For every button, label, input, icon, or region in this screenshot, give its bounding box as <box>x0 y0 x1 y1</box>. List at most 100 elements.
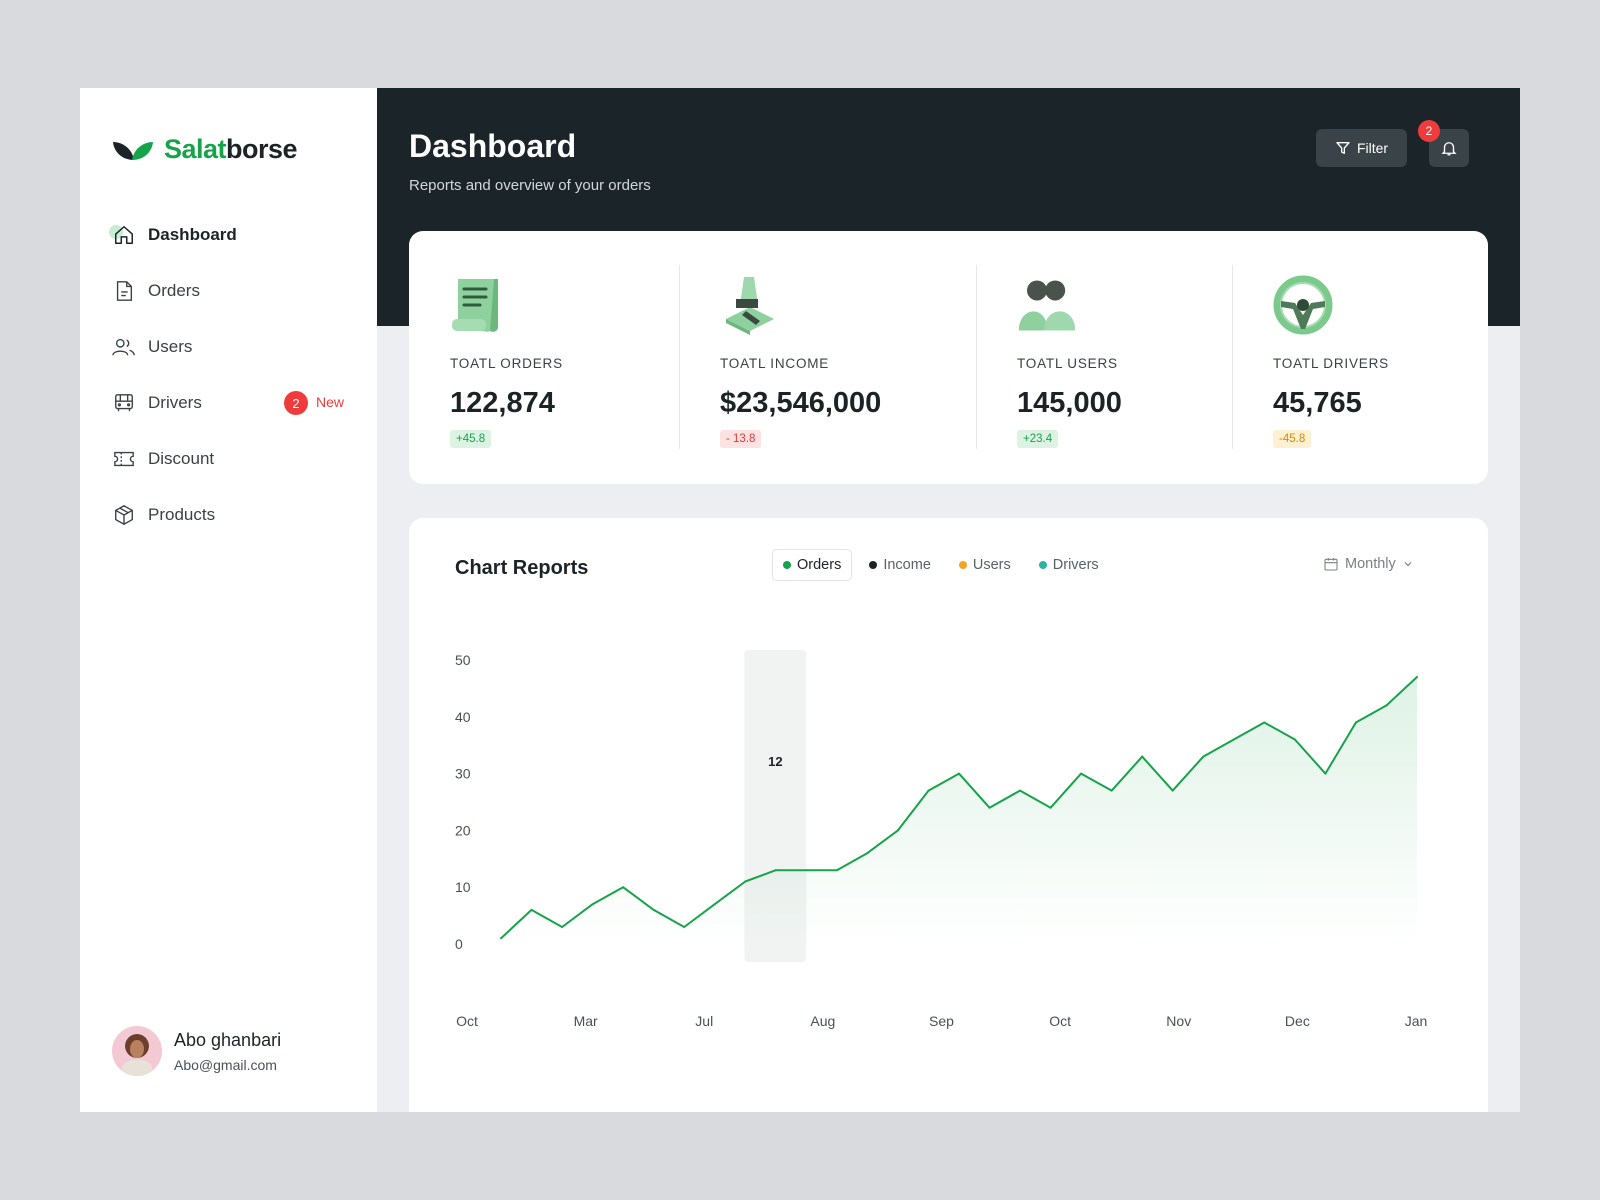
stat-delta-badge: - 13.8 <box>720 430 762 448</box>
stat-label: TOATL USERS <box>1017 356 1118 371</box>
home-icon <box>109 223 136 247</box>
y-tick-label: 50 <box>455 652 471 668</box>
x-tick-label: Mar <box>574 1013 598 1029</box>
period-dropdown[interactable]: Monthly <box>1323 556 1414 572</box>
data-point <box>1263 721 1266 724</box>
sidebar-item-users[interactable]: Users <box>112 332 352 362</box>
stat-label: TOATL INCOME <box>720 356 830 371</box>
calendar-icon <box>1324 558 1338 571</box>
stat-value: 45,765 <box>1273 387 1362 419</box>
stats-card: TOATL ORDERS 122,874 +45.8 TOATL INCOME … <box>409 231 1488 484</box>
data-point <box>713 903 716 906</box>
data-point <box>1080 772 1083 775</box>
notification-count-badge: 2 <box>1418 120 1440 142</box>
new-tag: New <box>316 394 345 410</box>
data-point <box>652 908 655 911</box>
data-point <box>866 852 869 855</box>
page-subtitle: Reports and overview of your orders <box>409 177 651 194</box>
leaf-logo-icon <box>113 141 153 160</box>
stat-value: 145,000 <box>1017 387 1122 419</box>
legend-dot <box>1038 561 1047 569</box>
y-tick-label: 20 <box>455 822 471 838</box>
sidebar-item-label: Discount <box>148 449 215 468</box>
avatar <box>112 1026 162 1076</box>
data-point <box>896 829 899 832</box>
data-point <box>927 789 930 792</box>
data-point <box>591 903 594 906</box>
bus-icon <box>112 391 136 415</box>
stat-value: 122,874 <box>450 387 555 419</box>
sidebar-item-drivers[interactable]: Drivers 2 New <box>112 388 352 418</box>
x-tick-label: Oct <box>1049 1013 1071 1029</box>
document-icon <box>112 279 136 303</box>
filter-button[interactable]: Filter <box>1316 129 1407 167</box>
sidebar-item-label: Drivers <box>148 393 202 412</box>
legend-users[interactable]: Users <box>948 549 1022 581</box>
legend-dot <box>958 561 967 569</box>
stat-delta-badge: +45.8 <box>450 430 492 448</box>
data-point <box>1049 806 1052 809</box>
y-tick-label: 0 <box>455 936 463 952</box>
stat-total-orders: TOATL ORDERS 122,874 +45.8 <box>409 231 679 484</box>
data-point <box>1141 755 1144 758</box>
x-tick-label: Jul <box>695 1013 713 1029</box>
data-point <box>1232 738 1235 741</box>
legend-dot <box>869 561 878 569</box>
stat-total-drivers: TOATL DRIVERS 45,765 -45.8 <box>1232 231 1488 484</box>
data-point <box>805 869 808 872</box>
sidebar-item-label: Orders <box>148 281 200 300</box>
legend-label: Orders <box>797 557 842 573</box>
area-fill <box>501 677 1417 944</box>
bell-icon <box>1441 142 1457 156</box>
data-point <box>1416 676 1418 679</box>
money-icon <box>726 277 774 335</box>
stat-delta-badge: -45.8 <box>1273 430 1312 448</box>
legend-income[interactable]: Income <box>858 549 942 581</box>
data-point <box>1324 772 1327 775</box>
sidebar-item-label: Dashboard <box>148 225 237 244</box>
app-window: Salatborse Dashboard Orders User <box>80 88 1520 1112</box>
data-point <box>683 925 686 928</box>
brand-name: Salatborse <box>164 134 298 164</box>
highlight-value-label: 12 <box>768 754 782 769</box>
x-tick-label: Jan <box>1405 1013 1428 1029</box>
chevron-down-icon <box>1404 562 1412 567</box>
y-tick-label: 10 <box>455 879 471 895</box>
legend-drivers[interactable]: Drivers <box>1028 549 1110 581</box>
data-point <box>1354 721 1357 724</box>
data-point <box>1202 755 1205 758</box>
page-title: Dashboard <box>409 128 577 164</box>
legend-label: Users <box>972 557 1011 573</box>
sidebar-item-discount[interactable]: Discount <box>112 444 352 474</box>
legend-label: Drivers <box>1052 557 1099 573</box>
y-tick-label: 30 <box>455 766 471 782</box>
ticket-icon <box>112 447 136 471</box>
data-point <box>622 886 625 889</box>
y-axis: 50 40 30 20 10 0 <box>455 652 471 952</box>
receipt-icon <box>452 279 498 332</box>
data-point <box>530 908 533 911</box>
stat-delta-badge: +23.4 <box>1017 430 1059 448</box>
user-profile[interactable]: Abo ghanbari Abo@gmail.com <box>112 1026 281 1076</box>
chart-legend: Orders Income Users Drivers <box>772 549 1116 581</box>
legend-orders[interactable]: Orders <box>772 549 853 581</box>
data-point <box>1293 738 1296 741</box>
sidebar-item-orders[interactable]: Orders <box>112 276 352 306</box>
data-point <box>1385 704 1388 707</box>
data-point <box>958 772 960 775</box>
brand-logo[interactable]: Salatborse <box>112 134 298 165</box>
x-tick-label: Oct <box>456 1013 478 1029</box>
data-point <box>774 869 777 872</box>
user-email: Abo@gmail.com <box>174 1056 277 1073</box>
data-point <box>500 937 502 940</box>
users-icon <box>1018 280 1076 331</box>
data-point <box>1171 789 1174 792</box>
users-icon <box>112 335 136 359</box>
steering-wheel-icon <box>1273 275 1333 335</box>
sidebar-item-dashboard[interactable]: Dashboard <box>109 220 352 250</box>
data-point <box>1110 789 1113 792</box>
legend-label: Income <box>883 557 931 573</box>
user-name: Abo ghanbari <box>174 1029 282 1050</box>
sidebar-item-products[interactable]: Products <box>112 500 352 530</box>
